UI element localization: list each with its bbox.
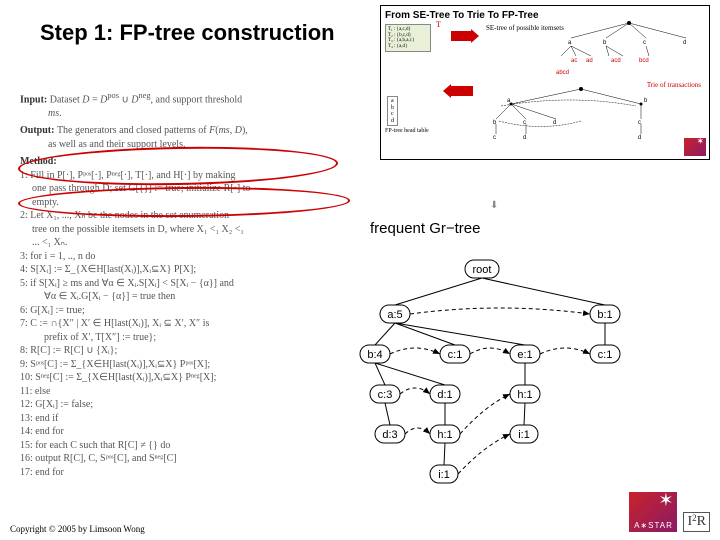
head-d: d	[391, 118, 394, 125]
tx-list: T₁ : {a,c,d} T₂ : {b,c,d} T₃ : {a,b,a,c}…	[388, 27, 414, 49]
svg-text:d: d	[683, 40, 686, 46]
panel-to-tree-arrow: ⬇	[490, 200, 498, 211]
svg-text:c:3: c:3	[378, 389, 393, 401]
svg-text:b:4: b:4	[367, 349, 382, 361]
i2r-sup: 2	[692, 513, 697, 523]
fptree-diagram: root a:5 b:1 b:4 c:1 e:1 c:1 c:3 d:1 h:1 d:3 h:1 i:1…	[280, 240, 670, 500]
svg-text:c:1: c:1	[598, 349, 613, 361]
svg-text:b: b	[493, 120, 497, 126]
svg-text:b: b	[644, 98, 648, 104]
star-icon: ✶	[658, 490, 673, 511]
tx-list-box: T₁ : {a,c,d} T₂ : {b,c,d} T₃ : {a,b,a,c}…	[385, 24, 431, 52]
algo-line: one pass through D; set G[{}] := true; i…	[20, 182, 370, 196]
svg-text:b: b	[603, 40, 607, 46]
algo-method-label: Method:	[20, 155, 370, 169]
algo-output: Output: The generators and closed patter…	[20, 124, 370, 138]
algo-input-2: ms.	[20, 107, 370, 121]
head-a: a	[391, 98, 394, 105]
svg-text:d: d	[553, 120, 556, 126]
algo-line: empty.	[20, 196, 370, 210]
svg-text:acd: acd	[611, 58, 621, 64]
svg-text:c:1: c:1	[448, 349, 463, 361]
algo-line: tree on the possible itemsets in D, wher…	[20, 223, 370, 237]
mini-astar-logo: ✶	[684, 138, 706, 156]
svg-text:d: d	[523, 135, 526, 141]
i2r-logo: I2R	[683, 512, 710, 532]
red-arrow-2	[451, 86, 473, 96]
svg-text:b:1: b:1	[597, 309, 612, 321]
svg-text:abcd: abcd	[556, 70, 569, 76]
svg-text:a: a	[568, 40, 572, 46]
svg-text:h:1: h:1	[437, 429, 452, 441]
svg-text:root: root	[473, 264, 492, 276]
copyright-text: Copyright © 2005 by Limsoon Wong	[10, 524, 145, 534]
svg-text:d:3: d:3	[382, 429, 397, 441]
algo-input: Input: Input: Dataset D = Dᵖᵒˢ ∪ Dⁿᵉᵍ, a…	[20, 90, 370, 107]
se-tree-svg: a b c d ac ad acd bcd abcd	[551, 18, 706, 78]
svg-text:ad: ad	[586, 58, 593, 64]
t-label: T	[436, 20, 441, 29]
svg-text:ac: ac	[571, 58, 577, 64]
head-c: c	[391, 111, 394, 118]
se-tree-panel: From SE-Tree To Trie To FP-Tree T₁ : {a,…	[380, 5, 710, 160]
head-table: a b c d	[387, 96, 398, 126]
svg-text:i:1: i:1	[438, 469, 450, 481]
red-arrow-1	[451, 31, 471, 41]
svg-text:d:1: d:1	[437, 389, 452, 401]
i2r-post: R	[697, 514, 706, 530]
logo-container: ✶ A∗STAR I2R	[629, 492, 710, 532]
svg-text:c: c	[493, 135, 496, 141]
headtable-label: FP-tree head table	[385, 128, 429, 134]
algo-line: 2: Let X₁, ..., Xₙ be the nodes in the s…	[20, 209, 370, 223]
svg-text:c: c	[643, 40, 646, 46]
algo-line: 1: Fill in P[·], Pᵖᵒˢ[·], Pⁿᵉᵍ[·], T[·],…	[20, 169, 370, 183]
slide-title: Step 1: FP-tree construction	[40, 20, 335, 46]
svg-text:c: c	[638, 120, 641, 126]
svg-text:d: d	[638, 135, 641, 141]
svg-text:c: c	[523, 120, 526, 126]
fptree-title: frequent Gr−tree	[370, 220, 480, 237]
svg-text:e:1: e:1	[517, 349, 532, 361]
head-b: b	[391, 105, 394, 112]
trie-svg: a b b c d c c d d	[481, 84, 701, 144]
svg-text:bcd: bcd	[639, 58, 649, 64]
svg-text:h:1: h:1	[517, 389, 532, 401]
astar-text: A∗STAR	[634, 521, 673, 530]
svg-text:a:5: a:5	[387, 309, 402, 321]
algo-output-2: as well as and their support levels.	[20, 138, 370, 152]
astar-logo: ✶ A∗STAR	[629, 492, 677, 532]
svg-text:i:1: i:1	[518, 429, 530, 441]
